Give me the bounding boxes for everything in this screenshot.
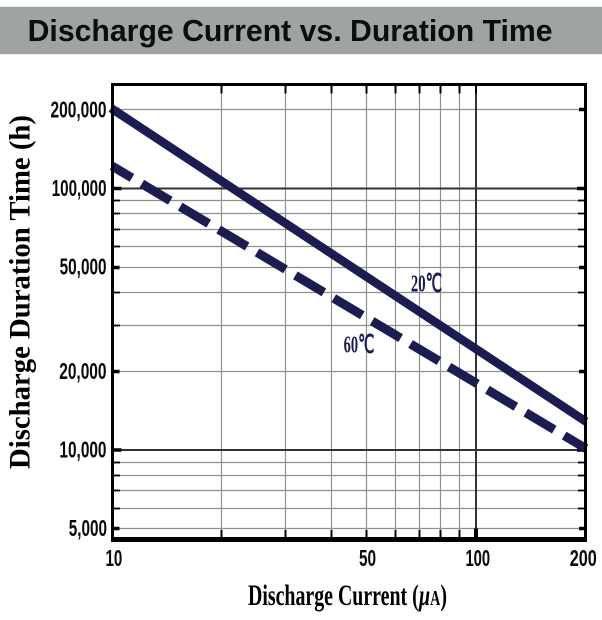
svg-text:50,000: 50,000 xyxy=(60,255,107,281)
svg-text:20℃: 20℃ xyxy=(411,271,442,298)
svg-text:20,000: 20,000 xyxy=(59,359,106,385)
svg-text:50: 50 xyxy=(359,546,376,572)
svg-text:100: 100 xyxy=(465,545,490,571)
svg-text:5,000: 5,000 xyxy=(69,516,107,542)
svg-text:200,000: 200,000 xyxy=(51,97,107,123)
svg-text:200: 200 xyxy=(570,546,597,572)
svg-text:60℃: 60℃ xyxy=(344,332,375,359)
svg-text:10,000: 10,000 xyxy=(59,437,106,463)
svg-text:Discharge Duration Time (h): Discharge Duration Time (h) xyxy=(4,115,36,469)
svg-text:100,000: 100,000 xyxy=(52,176,107,202)
svg-text:Discharge Current vs. Duration: Discharge Current vs. Duration Time xyxy=(28,14,553,48)
svg-text:10: 10 xyxy=(105,546,122,572)
svg-text:Discharge Current (µA): Discharge Current (µA) xyxy=(248,580,447,612)
